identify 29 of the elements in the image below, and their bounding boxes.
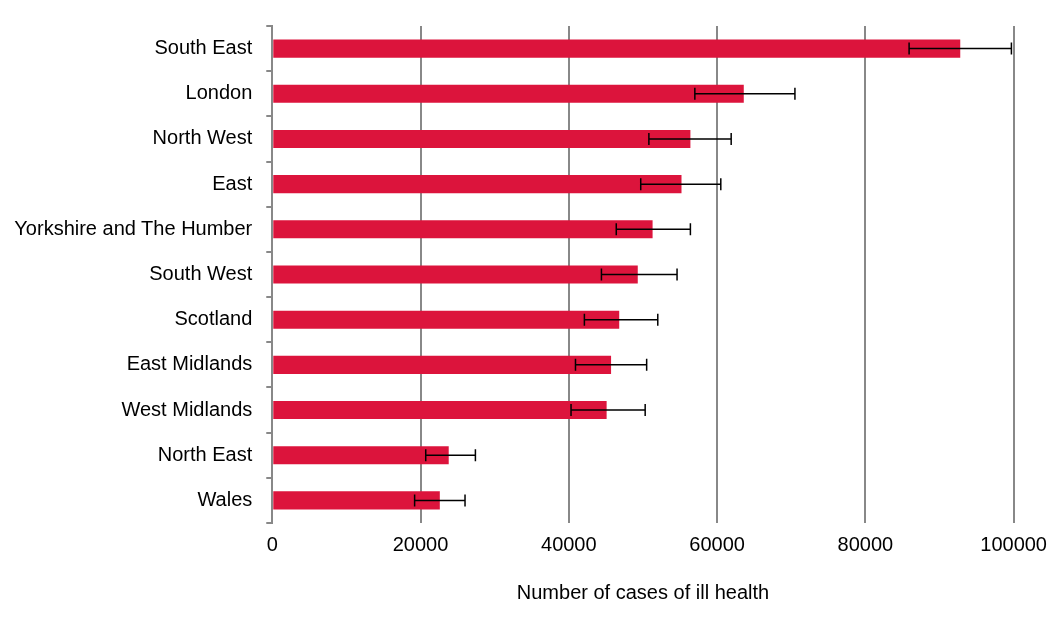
y-tick-label: East <box>212 171 253 194</box>
x-tick-label: 60000 <box>689 532 745 555</box>
bar <box>273 220 653 239</box>
y-tick-label: Wales <box>197 487 253 510</box>
x-tick-label: 0 <box>266 532 278 555</box>
x-tick-label: 40000 <box>541 532 597 555</box>
y-tick-label: South West <box>149 262 253 285</box>
y-tick-label: North West <box>152 126 253 149</box>
x-tick-label: 80000 <box>837 532 894 555</box>
y-tick-label: North East <box>157 442 253 465</box>
x-tick-label: 20000 <box>392 532 449 555</box>
y-tick-label: South East <box>154 36 253 59</box>
bar <box>273 491 440 510</box>
y-tick-label: London <box>185 81 253 104</box>
bar <box>273 310 620 329</box>
x-axis-title: Number of cases of ill health <box>516 580 770 603</box>
bar <box>273 175 682 194</box>
x-tick-label: 100000 <box>980 532 1048 555</box>
y-tick-label: Scotland <box>174 307 253 330</box>
bar <box>273 265 638 284</box>
y-tick-label: Yorkshire and The Humber <box>14 216 253 239</box>
bar <box>273 446 449 465</box>
bar <box>273 129 691 148</box>
y-tick-label: East Midlands <box>126 352 253 375</box>
bar <box>273 355 612 374</box>
y-tick-label: West Midlands <box>121 397 253 420</box>
bar <box>273 39 961 58</box>
bar <box>273 84 744 103</box>
bar <box>273 401 607 420</box>
